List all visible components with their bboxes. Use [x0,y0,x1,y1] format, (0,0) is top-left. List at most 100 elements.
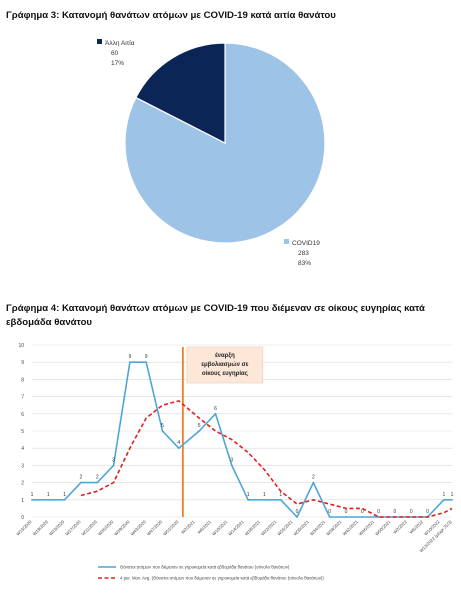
y-tick-label: 9 [21,360,24,366]
data-point [296,516,298,518]
y-tick-label: 2 [21,481,24,487]
data-label: 1 [31,492,34,498]
y-tick-label: 4 [21,446,24,452]
data-label: 0 [377,509,380,515]
y-tick-label: 5 [21,429,24,435]
data-point [128,361,131,364]
pie-legend-swatch-covid19 [284,239,289,244]
data-label: 0 [296,509,299,515]
legend-label-moving-average: 4 per. Mov. Avg. (Θάνατοι ατόμων που διέ… [120,576,324,581]
x-tick-label: W26/2021 [276,519,294,537]
data-point [47,498,50,501]
series-line-moving-average [80,400,453,518]
x-tick-label: W34/2021 [309,519,327,537]
pie-label-percent-covid19: 83% [298,260,311,267]
x-tick-label: W22/2021 [260,519,278,537]
pie-label-value-covid19: 283 [298,250,309,257]
data-label: 1 [63,492,66,498]
x-tick-label: W39/2020 [113,519,131,537]
y-tick-label: 0 [21,515,24,521]
x-tick-label: W2/2021 [180,519,196,535]
y-tick-label: 3 [21,463,24,469]
data-label: 6 [214,406,217,412]
pie-legend-swatch-other [97,39,102,44]
data-point [442,498,445,501]
data-point [80,481,82,484]
data-label: 5 [198,423,201,429]
x-tick-label: W51/2020 [162,519,180,537]
x-tick-label: W2/2022 [392,519,408,535]
data-point [451,498,453,501]
pie-label-value-other: 60 [111,50,119,57]
x-tick-label: W43/2020 [129,519,147,537]
x-tick-label: W35/2020 [97,519,115,537]
data-label: 3 [112,457,115,463]
pie-slice-other [135,42,226,144]
x-tick-label: W46/2021 [358,519,376,537]
line-chart-title: Γράφημα 4: Κατανομή θανάτων ατόμων με CO… [6,303,425,328]
data-label: 9 [145,354,148,360]
data-label: 0 [394,509,397,515]
data-point [161,430,164,432]
x-tick-label: W10/2021 [211,519,229,537]
data-point [377,516,380,518]
series-line-weekly-deaths [32,361,452,518]
x-tick-label: W30/2021 [293,519,311,537]
x-tick-label: W47/2020 [146,519,164,537]
data-label: 4 [177,440,180,446]
vaccination-annotation-text: έναρξη εμβολιασμών σε οίκους ευγηρίας [201,353,248,377]
pie-label-name-covid19: COVID19 [292,240,320,247]
data-label: 1 [247,492,250,498]
x-tick-label: W18/2021 [244,519,262,537]
data-label: 0 [410,509,413,515]
data-point [177,447,180,450]
y-tick-label: 7 [21,395,24,401]
data-point [145,361,148,364]
data-label: 3 [230,457,233,463]
data-point [345,516,347,518]
line-chart: 012345678910W15/2020W19/2020W23/2020W27/… [15,343,454,581]
x-tick-label: W6/2021 [196,519,212,535]
data-point [230,464,233,467]
data-label: 2 [80,475,83,481]
data-point [361,516,364,518]
x-tick-label: W38/2021 [325,519,343,537]
data-point [328,516,331,518]
data-label: 0 [345,509,348,515]
x-tick-label: W6/2022 [408,519,424,535]
data-point [247,498,250,501]
y-tick-label: 1 [21,498,24,504]
data-point [63,498,66,501]
x-tick-label: W42/2021 [342,519,360,537]
data-label: 2 [312,475,315,481]
data-label: 1 [451,492,454,498]
x-tick-label: W14/2021 [227,519,245,537]
data-point [410,516,413,518]
data-label: 0 [361,509,364,515]
data-point [279,498,282,501]
pie-label-name-other: Άλλη Αιτία [105,39,135,47]
data-label: 0 [426,509,429,515]
pie-chart: COVID19 283 83% Άλλη Αιτία 60 17% [97,39,326,267]
pie-label-percent-other: 17% [111,60,124,67]
data-label: 0 [328,509,331,515]
vaccination-annotation-box [186,346,264,384]
x-tick-label: W19/2020 [32,519,50,537]
data-point [112,464,115,467]
x-tick-label: W27/2020 [64,519,82,537]
x-tick-label: W50/2021 [374,519,392,537]
data-point [263,498,266,501]
y-tick-label: 8 [21,377,24,383]
data-point [312,481,315,484]
data-label: 1 [47,492,50,498]
data-point [214,412,217,415]
data-label: 1 [279,492,282,498]
data-label: 1 [263,492,266,498]
legend-label-weekly-deaths: Θάνατοι ατόμων που διέμεναν σε γηροκομεί… [120,565,290,570]
data-label: 1 [442,492,445,498]
y-tick-label: 6 [21,412,24,418]
x-tick-label: W31/2020 [81,519,99,537]
pie-chart-title: Γράφημα 3: Κατανομή θανάτων ατόμων με CO… [6,10,336,21]
x-tick-label: W23/2020 [48,519,66,537]
data-point [96,481,99,484]
